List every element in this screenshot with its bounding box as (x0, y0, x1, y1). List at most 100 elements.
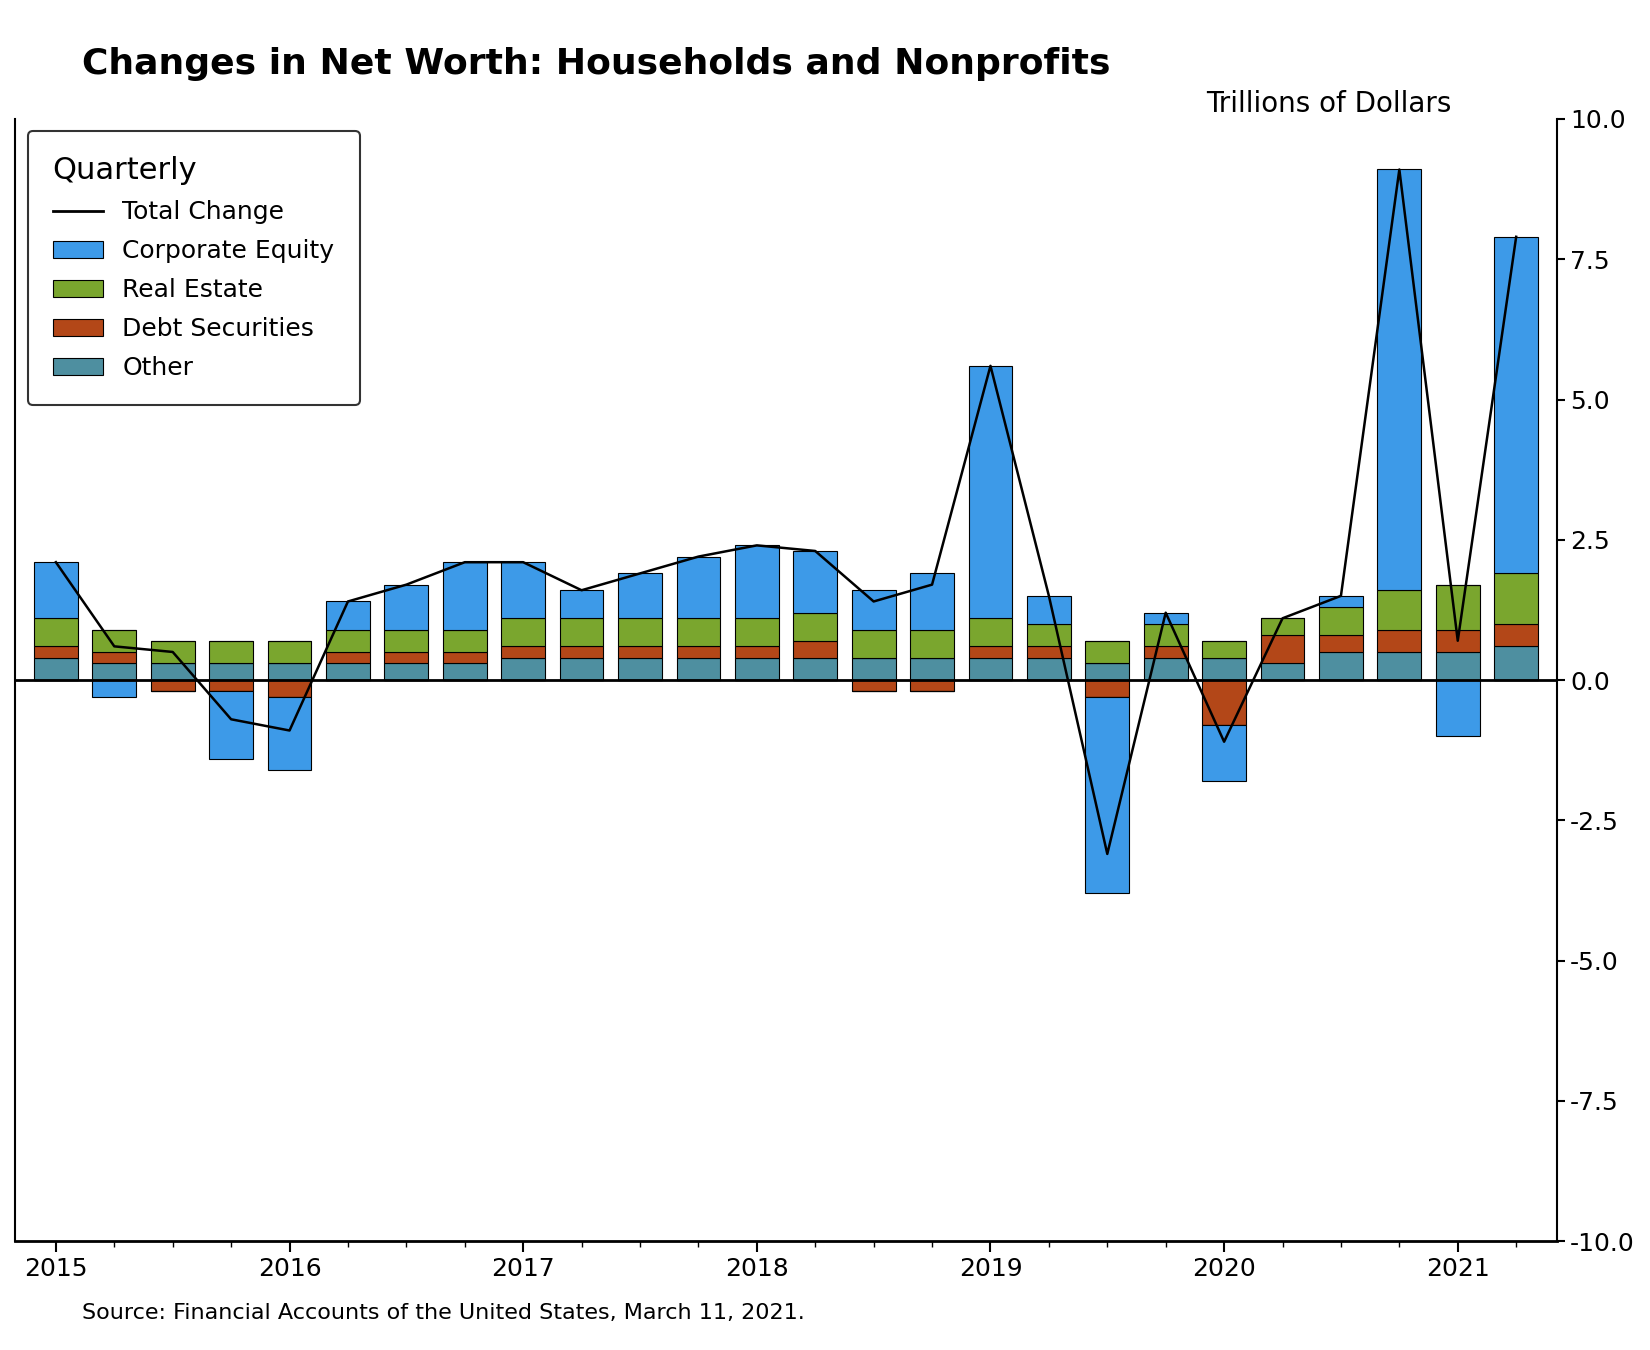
Bar (1318, 595, 1363, 608)
Bar (502, 647, 544, 657)
Bar (267, 641, 312, 663)
Bar (150, 641, 195, 663)
Bar (442, 562, 487, 629)
Bar (442, 629, 487, 652)
Bar (384, 585, 429, 629)
Bar (150, 680, 195, 691)
Bar (1086, 680, 1129, 697)
Bar (502, 562, 544, 618)
Legend: Total Change, Corporate Equity, Real Estate, Debt Securities, Other: Total Change, Corporate Equity, Real Est… (28, 131, 360, 405)
Bar (210, 663, 252, 680)
Bar (794, 551, 837, 613)
Bar (1378, 652, 1421, 680)
Bar (35, 562, 78, 618)
Bar (267, 697, 312, 770)
Bar (92, 652, 137, 663)
Bar (619, 647, 662, 657)
Bar (559, 657, 604, 680)
Bar (676, 657, 721, 680)
Bar (1495, 624, 1538, 647)
Bar (1026, 647, 1071, 657)
Bar (150, 663, 195, 680)
Bar (384, 629, 429, 652)
Bar (35, 618, 78, 647)
Bar (851, 680, 896, 691)
Bar (267, 663, 312, 680)
Text: Trillions of Dollars: Trillions of Dollars (1206, 90, 1452, 119)
Bar (384, 652, 429, 663)
Bar (267, 680, 312, 697)
Bar (969, 657, 1013, 680)
Bar (1143, 647, 1188, 657)
Bar (969, 618, 1013, 647)
Bar (559, 590, 604, 618)
Bar (1026, 624, 1071, 647)
Bar (911, 574, 954, 629)
Bar (794, 613, 837, 641)
Bar (1261, 618, 1305, 634)
Bar (911, 657, 954, 680)
Bar (1203, 641, 1246, 657)
Bar (1026, 595, 1071, 624)
Bar (794, 641, 837, 657)
Bar (676, 556, 721, 618)
Bar (1203, 725, 1246, 782)
Bar (619, 618, 662, 647)
Bar (676, 618, 721, 647)
Bar (1436, 629, 1480, 652)
Bar (327, 652, 370, 663)
Bar (92, 629, 137, 652)
Bar (1318, 652, 1363, 680)
Bar (1436, 585, 1480, 629)
Bar (92, 680, 137, 697)
Bar (1203, 680, 1246, 725)
Bar (851, 590, 896, 629)
Bar (1261, 634, 1305, 663)
Bar (442, 652, 487, 663)
Bar (676, 647, 721, 657)
Bar (1378, 170, 1421, 590)
Bar (851, 657, 896, 680)
Bar (1086, 663, 1129, 680)
Bar (1086, 697, 1129, 894)
Text: Changes in Net Worth: Households and Nonprofits: Changes in Net Worth: Households and Non… (82, 47, 1110, 81)
Bar (1495, 647, 1538, 680)
Bar (327, 602, 370, 629)
Bar (1378, 629, 1421, 652)
Bar (1436, 652, 1480, 680)
Bar (911, 680, 954, 691)
Bar (327, 663, 370, 680)
Bar (1495, 574, 1538, 624)
Bar (1026, 657, 1071, 680)
Bar (1143, 613, 1188, 624)
Bar (210, 680, 252, 691)
Bar (327, 629, 370, 652)
Bar (1378, 590, 1421, 629)
Bar (794, 657, 837, 680)
Bar (1318, 634, 1363, 652)
Bar (35, 647, 78, 657)
Bar (911, 629, 954, 657)
Bar (210, 691, 252, 759)
Bar (502, 618, 544, 647)
Bar (92, 663, 137, 680)
Bar (1495, 236, 1538, 574)
Text: Source: Financial Accounts of the United States, March 11, 2021.: Source: Financial Accounts of the United… (82, 1303, 805, 1323)
Bar (210, 641, 252, 663)
Bar (1436, 680, 1480, 736)
Bar (1143, 657, 1188, 680)
Bar (1203, 657, 1246, 680)
Bar (619, 574, 662, 618)
Bar (384, 663, 429, 680)
Bar (969, 366, 1013, 618)
Bar (35, 657, 78, 680)
Bar (502, 657, 544, 680)
Bar (734, 647, 779, 657)
Bar (734, 618, 779, 647)
Bar (559, 647, 604, 657)
Bar (1086, 641, 1129, 663)
Bar (851, 629, 896, 657)
Bar (1143, 624, 1188, 647)
Bar (734, 545, 779, 618)
Bar (619, 657, 662, 680)
